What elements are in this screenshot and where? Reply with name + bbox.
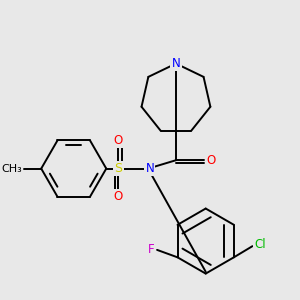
Text: S: S	[114, 162, 122, 175]
Text: Cl: Cl	[254, 238, 266, 251]
Text: N: N	[146, 162, 154, 175]
Text: O: O	[114, 134, 123, 147]
Text: O: O	[207, 154, 216, 167]
Text: CH₃: CH₃	[1, 164, 22, 174]
Text: N: N	[172, 57, 180, 70]
Text: O: O	[114, 190, 123, 203]
Text: F: F	[148, 243, 155, 256]
